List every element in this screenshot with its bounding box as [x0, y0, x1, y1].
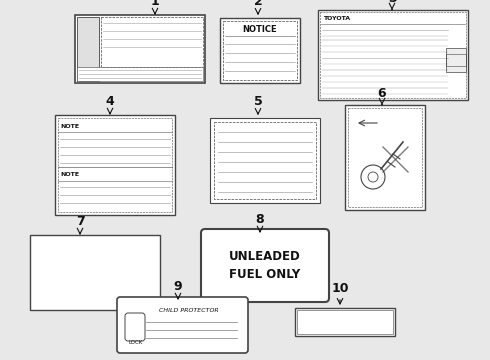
Bar: [77, 67, 203, 81]
Bar: [214, 122, 316, 199]
Text: NOTICE: NOTICE: [243, 26, 277, 35]
Bar: [446, 54, 466, 66]
FancyBboxPatch shape: [201, 229, 329, 302]
Bar: [446, 48, 466, 72]
Text: 2: 2: [254, 0, 262, 8]
Text: TOYOTA: TOYOTA: [323, 17, 350, 22]
Text: 10: 10: [331, 282, 349, 295]
Bar: [30, 235, 160, 310]
FancyBboxPatch shape: [125, 313, 145, 341]
Text: 1: 1: [150, 0, 159, 8]
Bar: [297, 310, 393, 334]
Text: LOCK: LOCK: [128, 341, 142, 346]
Bar: [348, 108, 422, 207]
Bar: [55, 115, 175, 215]
Text: 5: 5: [254, 95, 262, 108]
Bar: [318, 10, 468, 100]
Text: NOTE: NOTE: [60, 172, 79, 177]
Text: 8: 8: [256, 213, 264, 226]
Bar: [77, 17, 99, 81]
Bar: [220, 18, 300, 83]
Text: 7: 7: [75, 215, 84, 228]
Text: 3: 3: [388, 0, 396, 5]
Text: 9: 9: [173, 280, 182, 293]
Bar: [295, 308, 395, 336]
Bar: [345, 105, 425, 210]
Bar: [75, 15, 205, 83]
Text: CHILD PROTECTOR: CHILD PROTECTOR: [159, 309, 219, 314]
Text: 4: 4: [106, 95, 114, 108]
Text: 6: 6: [378, 87, 386, 100]
Bar: [101, 17, 203, 67]
Bar: [223, 21, 297, 80]
Bar: [58, 118, 172, 212]
Bar: [210, 118, 320, 203]
Bar: [320, 12, 466, 98]
Text: NOTE: NOTE: [60, 123, 79, 129]
FancyBboxPatch shape: [117, 297, 248, 353]
Text: UNLEADED
FUEL ONLY: UNLEADED FUEL ONLY: [229, 250, 301, 281]
